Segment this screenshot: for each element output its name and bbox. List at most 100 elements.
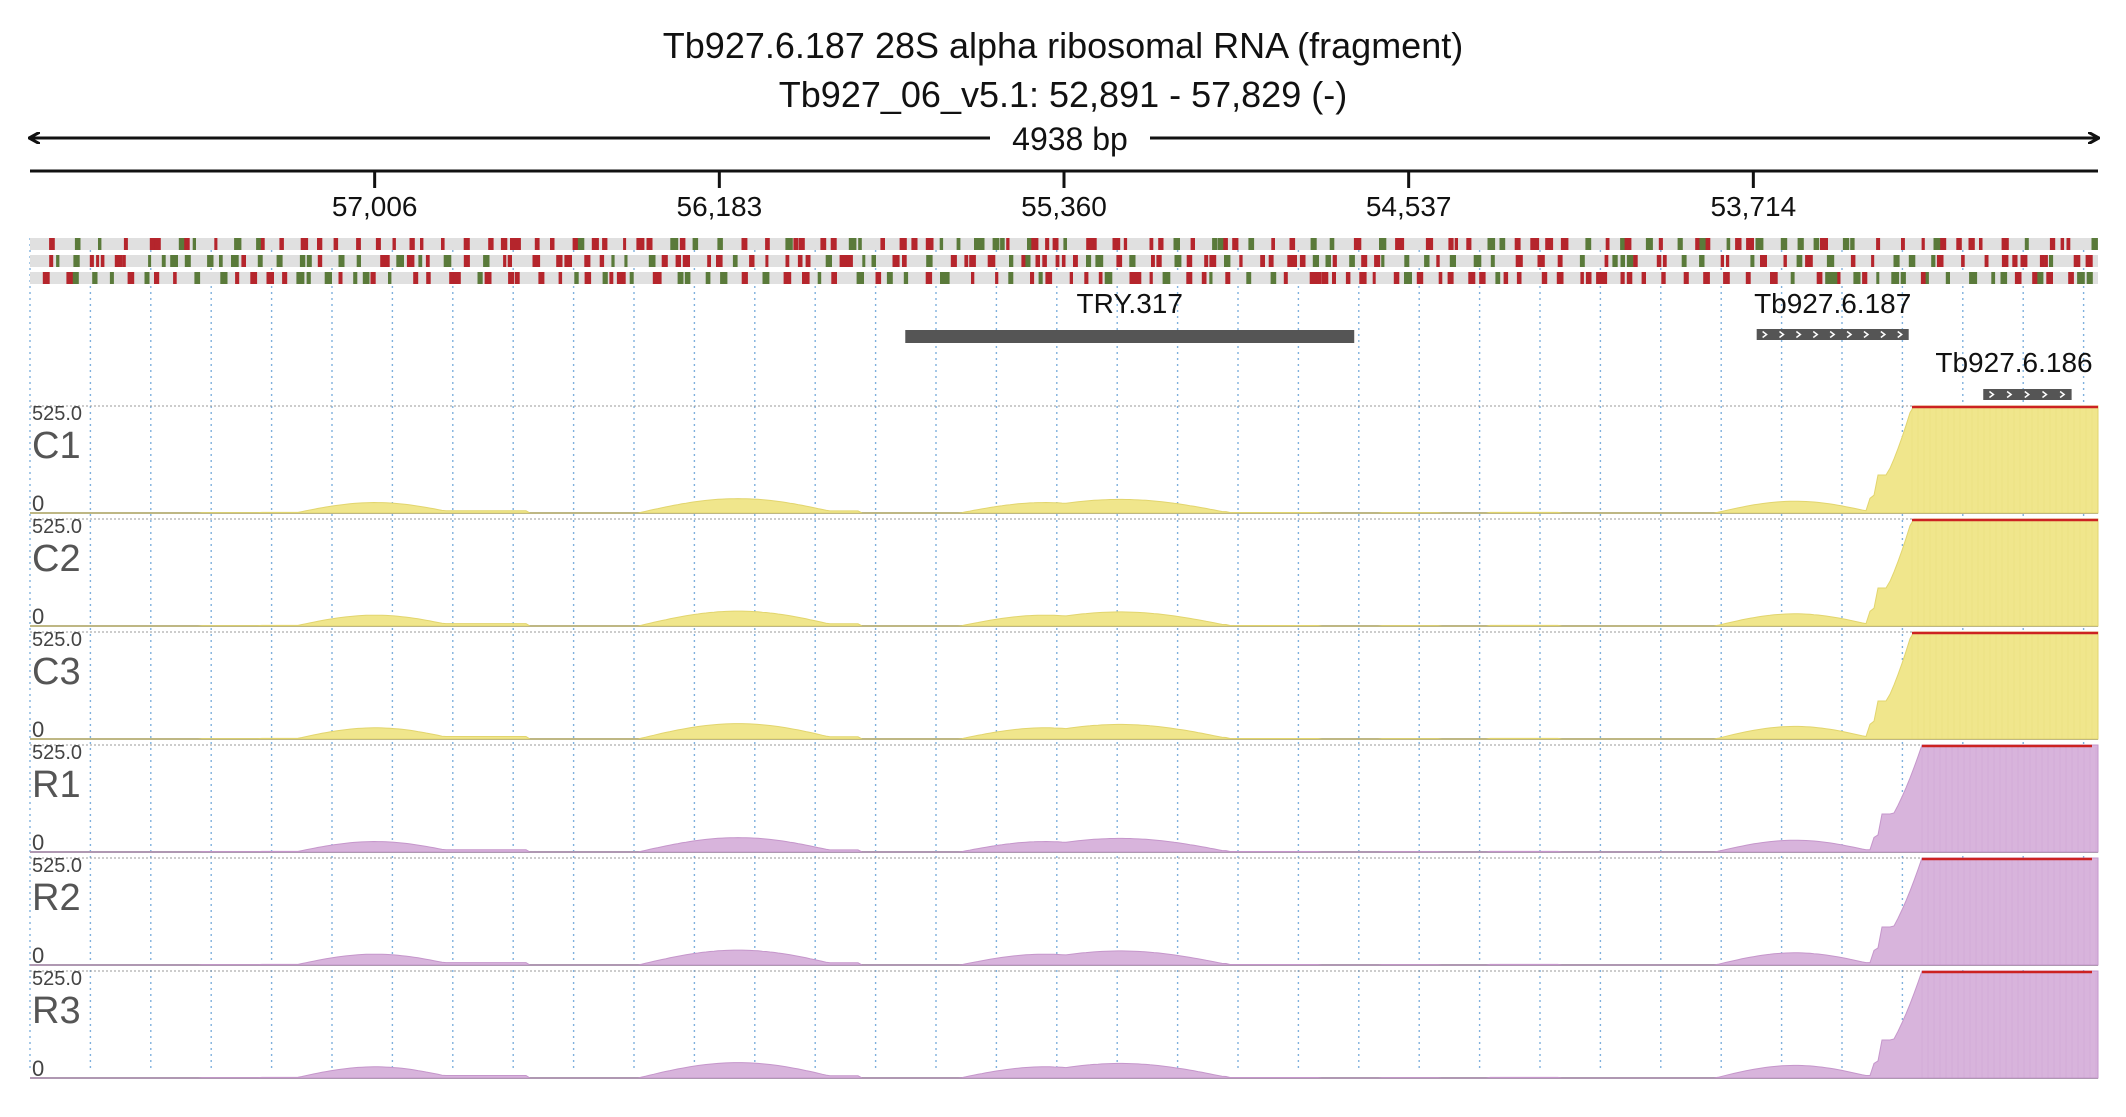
stop-codon-mark bbox=[875, 272, 882, 284]
stop-codon-mark bbox=[1920, 272, 1928, 284]
start-codon-mark bbox=[1826, 255, 1835, 267]
stop-codon-mark bbox=[1705, 238, 1711, 250]
coverage-track-R3[interactable]: 525.0R3 0 bbox=[30, 968, 2099, 1081]
stop-codon-mark bbox=[1321, 272, 1329, 284]
stop-codon-mark bbox=[96, 255, 100, 267]
stop-codon-mark bbox=[1086, 238, 1095, 250]
start-codon-mark bbox=[624, 255, 628, 267]
stop-codon-mark bbox=[89, 255, 94, 267]
start-codon-mark bbox=[1379, 238, 1387, 250]
ruler-tick-label: 55,360 bbox=[1021, 191, 1107, 222]
scale-min-label: 0 bbox=[32, 830, 44, 855]
start-codon-mark bbox=[1933, 238, 1941, 250]
feature-bar[interactable] bbox=[1983, 389, 2072, 400]
stop-codon-mark bbox=[380, 255, 386, 267]
start-codon-mark bbox=[1312, 255, 1319, 267]
stop-codon-mark bbox=[1055, 255, 1060, 267]
feature-Tb927.6.186[interactable]: Tb927.6.186 bbox=[1935, 347, 2093, 400]
stop-codon-mark bbox=[1466, 238, 1472, 250]
coverage-track-C3[interactable]: 525.0C3 0 bbox=[30, 629, 2099, 742]
stop-codon-mark bbox=[2039, 255, 2045, 267]
stop-codon-mark bbox=[49, 255, 54, 267]
stop-codon-mark bbox=[1201, 272, 1207, 284]
stop-codon-mark bbox=[880, 238, 885, 250]
start-codon-mark bbox=[629, 272, 634, 284]
start-codon-mark bbox=[1813, 238, 1820, 250]
stop-codon-mark bbox=[1359, 272, 1367, 284]
start-codon-mark bbox=[1329, 238, 1335, 250]
stop-codon-mark bbox=[2001, 238, 2009, 250]
start-codon-mark bbox=[1908, 255, 1916, 267]
stop-codon-mark bbox=[911, 238, 918, 250]
coverage-track-C2[interactable]: 525.0C2 0 bbox=[30, 516, 2099, 629]
start-codon-mark bbox=[1095, 255, 1104, 267]
stop-codon-mark bbox=[802, 272, 810, 284]
start-codon-mark bbox=[1025, 255, 1031, 267]
feature-label: Tb927.6.186 bbox=[1935, 347, 2092, 378]
start-codon-mark bbox=[356, 255, 361, 267]
track-name: R1 bbox=[32, 764, 81, 806]
start-codon-mark bbox=[1699, 238, 1708, 250]
stop-codon-mark bbox=[282, 272, 288, 284]
stop-codon-mark bbox=[1683, 272, 1689, 284]
stop-codon-mark bbox=[1332, 272, 1336, 284]
stop-codon-mark bbox=[805, 255, 811, 267]
feature-Tb927.6.187[interactable]: Tb927.6.187 bbox=[1754, 288, 1911, 340]
stop-codon-mark bbox=[154, 238, 161, 250]
stop-codon-mark bbox=[1746, 238, 1754, 250]
coverage-area bbox=[30, 857, 2099, 966]
start-codon-mark bbox=[1579, 255, 1585, 267]
feature-bar[interactable] bbox=[905, 330, 1355, 343]
start-codon-mark bbox=[477, 272, 483, 284]
stop-codon-mark bbox=[2068, 272, 2074, 284]
start-codon-mark bbox=[256, 238, 263, 250]
stop-codon-mark bbox=[661, 255, 668, 267]
stop-codon-mark bbox=[1760, 255, 1767, 267]
stop-codon-mark bbox=[1098, 272, 1103, 284]
start-codon-mark bbox=[858, 238, 862, 250]
start-codon-mark bbox=[170, 255, 178, 267]
coverage-track-R1[interactable]: 525.0R1 0 bbox=[30, 742, 2099, 855]
stop-codon-mark bbox=[2012, 255, 2018, 267]
coverage-track-C1[interactable]: 525.0C1 0 bbox=[30, 403, 2099, 516]
stop-codon-mark bbox=[441, 238, 445, 250]
coverage-area bbox=[30, 744, 2099, 853]
stop-codon-mark bbox=[1695, 238, 1700, 250]
stop-codon-mark bbox=[409, 238, 415, 250]
start-codon-mark bbox=[306, 272, 311, 284]
feature-bar[interactable] bbox=[1756, 329, 1909, 340]
coverage-area bbox=[30, 631, 2099, 740]
start-codon-mark bbox=[1224, 255, 1231, 267]
stop-codon-mark bbox=[1112, 238, 1119, 250]
stop-codon-mark bbox=[463, 238, 470, 250]
stop-codon-mark bbox=[1271, 238, 1275, 250]
stop-codon-mark bbox=[765, 238, 770, 250]
stop-codon-mark bbox=[484, 272, 492, 284]
start-codon-mark bbox=[220, 272, 228, 284]
scale-max-label: 525.0 bbox=[32, 855, 82, 877]
start-codon-mark bbox=[219, 255, 223, 267]
stop-codon-mark bbox=[235, 272, 240, 284]
stop-codon-mark bbox=[1438, 272, 1443, 284]
stop-codon-mark bbox=[558, 272, 563, 284]
stop-codon-mark bbox=[2060, 238, 2065, 250]
feature-TRY.317[interactable]: TRY.317 bbox=[905, 288, 1355, 343]
strand-arrow-icon bbox=[2042, 390, 2048, 399]
stop-codon-mark bbox=[1209, 255, 1217, 267]
start-codon-mark bbox=[1381, 255, 1385, 267]
stop-codon-mark bbox=[2014, 272, 2022, 284]
reading-frame-3 bbox=[30, 272, 2098, 284]
start-codon-mark bbox=[2049, 255, 2054, 267]
stop-codon-mark bbox=[1641, 272, 1646, 284]
stop-codon-mark bbox=[716, 255, 723, 267]
start-codon-mark bbox=[2037, 272, 2044, 284]
coverage-track-R2[interactable]: 525.0R2 0 bbox=[30, 855, 2099, 968]
stop-codon-mark bbox=[1600, 272, 1608, 284]
feature-label: Tb927.6.187 bbox=[1754, 288, 1911, 319]
stop-codon-mark bbox=[1190, 238, 1195, 250]
stop-codon-mark bbox=[1862, 272, 1868, 284]
stop-codon-mark bbox=[534, 238, 540, 250]
stop-codon-mark bbox=[987, 255, 996, 267]
start-codon-mark bbox=[1876, 272, 1880, 284]
stop-codon-mark bbox=[449, 272, 456, 284]
